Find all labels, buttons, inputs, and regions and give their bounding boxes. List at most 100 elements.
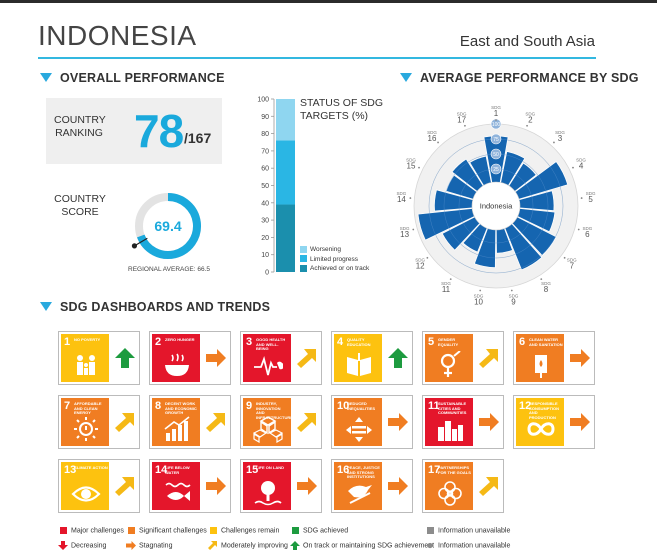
sdg-name: QUALITY EDUCATION (347, 337, 371, 347)
sdg-number: 13 (64, 464, 77, 476)
sdg-status-square: 16 PEACE, JUSTICE AND STRONG INSTITUTIONS (334, 462, 382, 510)
polar-center-label: Indonesia (480, 202, 513, 211)
triangle-bullet-icon (40, 302, 52, 312)
sdg-number: 14 (155, 464, 168, 476)
polar-category-number: 12 (416, 261, 425, 270)
arrow-down-icon (58, 541, 71, 550)
polar-category-prefix: SDG (397, 191, 407, 196)
polar-category-prefix: SDG (586, 191, 596, 196)
sdg-status-square: 11 SUSTAINABLE CITIES AND COMMUNITIES (425, 398, 473, 446)
legend-status-swatch (128, 527, 135, 534)
sdg-tile-8: 8 DECENT WORK AND ECONOMIC GROWTH (149, 395, 231, 449)
polar-category-prefix: SDG (400, 226, 410, 231)
polar-category-prefix: SDG (509, 293, 519, 298)
sdg-tile-9: 9 INDUSTRY, INNOVATION AND INFRASTRUCTURE (240, 395, 322, 449)
polar-category-prefix: SDG (491, 105, 501, 110)
gender-icon (440, 351, 461, 377)
sdg-number: 5 (428, 336, 435, 348)
polar-category-number: 9 (511, 297, 516, 306)
equality-icon (346, 417, 372, 442)
polar-label-dot (577, 228, 580, 231)
country-score-label: COUNTRY SCORE (54, 193, 106, 218)
polar-category-prefix: SDG (441, 281, 451, 286)
book-icon (347, 353, 371, 376)
sdg-status-square: 8 DECENT WORK AND ECONOMIC GROWTH (152, 398, 200, 446)
legend-status-swatch (210, 527, 217, 534)
arrow-diag-icon (114, 410, 136, 434)
legend-status-item: Major challenges (60, 527, 124, 534)
status-y-tick-label: 80 (261, 131, 269, 138)
polar-category-number: 17 (457, 115, 466, 124)
status-y-tick-label: 20 (261, 235, 269, 242)
country-score-gauge: 69.4 (131, 193, 201, 259)
family-icon (77, 355, 95, 375)
sdg-tile-14: 14 LIFE BELOW WATER (149, 459, 231, 513)
water-icon (535, 355, 547, 378)
fish-icon (165, 482, 191, 501)
arrow-right-icon (387, 474, 409, 498)
dashboards-heading: SDG DASHBOARDS AND TRENDS (40, 300, 270, 314)
sdg-name: CLIMATE ACTION (74, 465, 108, 470)
cubes-icon (253, 416, 283, 443)
country-rank-total: /167 (184, 130, 212, 146)
polar-category-prefix: SDG (567, 257, 577, 262)
sun-icon (74, 417, 98, 441)
polar-label-dot (540, 278, 543, 281)
sdg-status-square: 9 INDUSTRY, INNOVATION AND INFRASTRUCTURE (243, 398, 293, 446)
legend-status-item: Challenges remain (210, 527, 279, 534)
legend-trend-label: On track or maintaining SDG achievement (303, 542, 435, 550)
sdg-number: 10 (337, 400, 350, 412)
legend-status-swatch (427, 527, 434, 534)
status-chart-title: STATUS OF SDG TARGETS (%) (300, 97, 384, 122)
arrow-right-icon (296, 474, 318, 498)
sdg-status-square: 14 LIFE BELOW WATER (152, 462, 200, 510)
ring-value-label: 25 (493, 167, 499, 173)
status-y-tick-label: 70 (261, 148, 269, 155)
sdg-tile-6: 6 CLEAN WATER AND SANITATION (513, 331, 595, 385)
sdg-name: AFFORDABLE AND CLEAN ENERGY (74, 401, 102, 416)
sdg-status-square: 2 ZERO HUNGER (152, 334, 200, 382)
sdg-tile-16: 16 PEACE, JUSTICE AND STRONG INSTITUTIONS (331, 459, 413, 513)
legend-status-item: Information unavailable (427, 527, 510, 534)
sdg-number: 8 (155, 400, 162, 412)
polar-category-prefix: SDG (555, 130, 565, 135)
legend-status-label: Significant challenges (139, 527, 207, 535)
status-y-tick-label: 100 (257, 97, 269, 104)
polar-category-prefix: SDG (415, 257, 425, 262)
gauge-score-arc (137, 193, 201, 259)
sdg-tile-15: 15 LIFE ON LAND (240, 459, 322, 513)
infinity-icon (527, 422, 555, 436)
sdg-status-square: 15 LIFE ON LAND (243, 462, 291, 510)
sdg-name: NO POVERTY (74, 337, 101, 342)
sdg-name: SUSTAINABLE CITIES AND COMMUNITIES (438, 401, 467, 416)
legend-trend-label: Information unavailable (438, 542, 511, 550)
status-bar-segment (276, 204, 295, 272)
arrow-right-icon (205, 474, 227, 498)
polar-label-dot (495, 119, 497, 121)
sdg-name: LIFE BELOW WATER (165, 465, 190, 475)
legend-status-swatch (60, 527, 67, 534)
polar-category-number: 5 (588, 195, 593, 204)
arrow-up-icon (114, 346, 136, 370)
polar-label-dot (426, 256, 429, 259)
sdg-status-square: 7 AFFORDABLE AND CLEAN ENERGY (61, 398, 109, 446)
country-rank-value: 78 (134, 105, 184, 157)
arrow-diag-icon (296, 346, 318, 370)
sdg-tile-2: 2 ZERO HUNGER (149, 331, 231, 385)
legend-trend-label: Decreasing (71, 542, 107, 550)
heartbeat-icon (254, 355, 283, 376)
ring-value-label: 50 (493, 152, 499, 158)
polar-category-prefix: SDG (474, 293, 484, 298)
sdg-number: 7 (64, 400, 71, 412)
eye-icon (71, 486, 101, 502)
polar-category-number: 3 (558, 134, 563, 143)
polar-category-prefix: SDG (427, 130, 437, 135)
sdg-number: 11 (428, 400, 440, 412)
polar-category-number: 7 (570, 261, 575, 270)
arrow-up-icon (290, 541, 303, 550)
arrow-diag-icon (205, 410, 227, 434)
country-score-value: 69.4 (154, 218, 181, 234)
polar-category-prefix: SDG (525, 111, 535, 116)
sdg-status-square: 12 RESPONSIBLE CONSUMPTION AND PRODUCTION (516, 398, 564, 446)
sdg-name: REDUCED INEQUALITIES (347, 401, 376, 411)
